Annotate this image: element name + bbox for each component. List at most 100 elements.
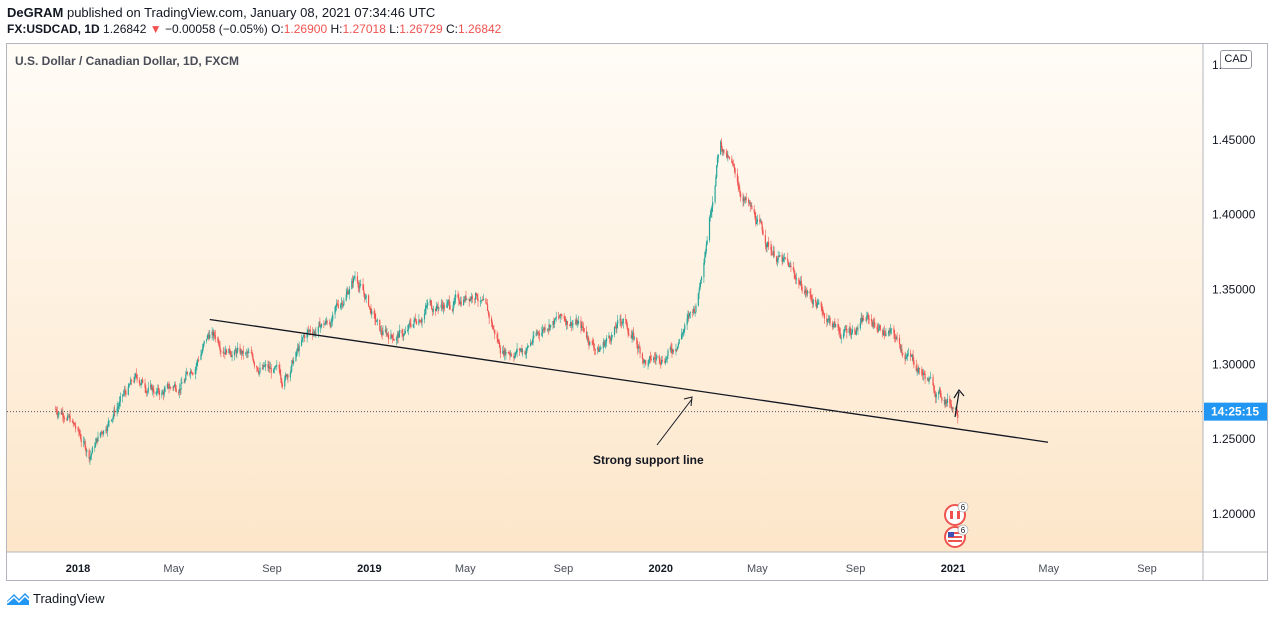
candle-body <box>917 368 919 373</box>
candle-body <box>922 374 924 376</box>
candle-body <box>940 393 942 398</box>
candle-body <box>686 318 688 325</box>
candle-body <box>817 302 819 304</box>
candle-body <box>196 361 198 367</box>
candle-body <box>554 319 556 325</box>
footer-brand[interactable]: TradingView <box>6 591 105 608</box>
candle-body <box>122 394 124 397</box>
candle-body <box>55 409 57 411</box>
candle-body <box>110 419 113 421</box>
candle-body <box>397 334 399 338</box>
candle-body <box>111 418 113 420</box>
candle-body <box>934 390 936 393</box>
candle-body <box>328 323 331 324</box>
candle-body <box>581 325 584 327</box>
event-badge-us[interactable]: 6 <box>944 524 969 548</box>
candle-body <box>907 353 909 355</box>
candle-body <box>644 360 646 362</box>
candle-body <box>704 251 707 258</box>
candle-body <box>219 346 221 351</box>
candle-body <box>390 334 392 340</box>
candle-body <box>463 299 466 302</box>
candle-body <box>357 281 359 288</box>
candle-body <box>197 359 200 361</box>
candle-body <box>323 323 325 325</box>
candle-body <box>369 307 371 309</box>
annotation-arrow[interactable] <box>656 396 693 446</box>
candle-body <box>533 335 535 337</box>
candle-body <box>315 332 317 334</box>
candle-body <box>732 162 734 164</box>
candle-body <box>899 344 901 350</box>
candle-body <box>832 324 834 328</box>
close-value: 1.26842 <box>457 22 502 36</box>
candle-body <box>609 335 611 339</box>
candle-body <box>943 400 945 401</box>
candle-body <box>728 156 731 159</box>
candle-body <box>915 365 917 371</box>
candle-body <box>922 372 925 375</box>
candle-body <box>256 365 258 368</box>
candle-body <box>946 400 948 403</box>
candle-body <box>631 335 633 339</box>
candle-body <box>682 331 684 335</box>
candle-body <box>465 296 467 299</box>
candle-body <box>102 430 105 435</box>
candle-body <box>602 341 604 348</box>
chart-frame <box>6 43 1268 581</box>
bounce-arrow[interactable] <box>953 388 965 418</box>
candle-body <box>464 296 466 302</box>
candle-body <box>716 165 718 178</box>
candle-body <box>375 318 377 322</box>
candle-body <box>577 320 580 324</box>
candle-body <box>732 163 735 165</box>
candle-body <box>281 383 283 387</box>
candle-body <box>898 337 901 345</box>
candle-body <box>497 338 499 342</box>
candle-body <box>253 362 256 366</box>
candle-body <box>611 334 613 338</box>
candle-body <box>784 257 786 259</box>
candle-body <box>430 300 432 306</box>
candle-body <box>488 313 490 319</box>
candle-body <box>118 406 120 408</box>
candle-body <box>274 366 276 369</box>
candle-body <box>105 429 107 431</box>
candle-body <box>386 333 388 335</box>
candle-body <box>608 335 610 339</box>
candle-body <box>894 338 897 340</box>
candle-body <box>133 381 135 382</box>
candle-body <box>695 305 697 313</box>
candle-body <box>347 291 349 294</box>
candle-body <box>777 256 779 261</box>
chart-title: U.S. Dollar / Canadian Dollar, 1D, FXCM <box>15 54 240 68</box>
candle-body <box>259 367 261 372</box>
candle-body <box>179 388 181 391</box>
support-trendline[interactable] <box>209 318 1049 443</box>
candle-body <box>63 415 65 418</box>
candle-body <box>504 349 506 355</box>
candle-body <box>435 305 438 312</box>
candle-body <box>392 338 394 340</box>
candle-body <box>692 308 695 313</box>
candle-body <box>561 314 563 316</box>
candle-body <box>129 384 131 386</box>
currency-badge[interactable]: CAD <box>1220 50 1252 69</box>
candle-body <box>728 156 730 158</box>
candle-body <box>415 318 417 322</box>
y-tick-label: 1.35000 <box>1212 283 1256 297</box>
candle-body <box>276 364 278 366</box>
event-badge-canada[interactable]: 6 <box>944 501 969 526</box>
candle-body <box>787 261 790 267</box>
candle-body <box>749 202 751 207</box>
candle-body <box>269 367 272 369</box>
candle-body <box>698 290 700 294</box>
candle-body <box>565 321 568 325</box>
candle-body <box>767 241 770 247</box>
candle-body <box>597 347 600 352</box>
candle-body <box>577 323 579 325</box>
candle-body <box>625 318 627 320</box>
candle-body <box>576 320 578 325</box>
candle-body <box>391 334 393 336</box>
